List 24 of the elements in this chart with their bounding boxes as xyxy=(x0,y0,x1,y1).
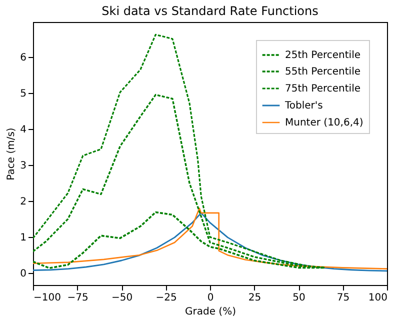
y-tick-label: 0 xyxy=(20,268,26,280)
legend-label: 55th Percentile xyxy=(285,66,360,78)
chart-title: Ski data vs Standard Rate Functions xyxy=(102,4,318,18)
y-tick-label: 5 xyxy=(20,88,26,100)
y-tick-label: 1 xyxy=(20,232,26,244)
x-tick-label: 25 xyxy=(248,292,262,304)
legend-label: 75th Percentile xyxy=(285,84,360,94)
y-tick-label: 3 xyxy=(20,160,26,172)
x-tick-label: 75 xyxy=(336,292,350,304)
legend-label: Munter (10,6,4) xyxy=(285,118,364,128)
y-tick-label: 6 xyxy=(20,52,26,64)
legend-label: 25th Percentile xyxy=(285,50,360,61)
x-tick-label: −75 xyxy=(67,292,88,304)
x-tick-label: 100 xyxy=(368,292,388,304)
y-tick-label: 4 xyxy=(20,124,26,136)
x-tick-label: −25 xyxy=(156,292,177,304)
y-tick-label: 2 xyxy=(20,196,26,208)
x-tick-label: −100 xyxy=(34,292,61,304)
x-tick-label: 0 xyxy=(207,292,214,304)
y-axis-title: Pace (m/s) xyxy=(6,128,18,180)
x-tick-label: −50 xyxy=(111,292,133,304)
legend-label: Tobler's xyxy=(284,100,323,112)
x-axis-title: Grade (%) xyxy=(185,306,236,318)
x-tick-label: 50 xyxy=(292,292,306,304)
